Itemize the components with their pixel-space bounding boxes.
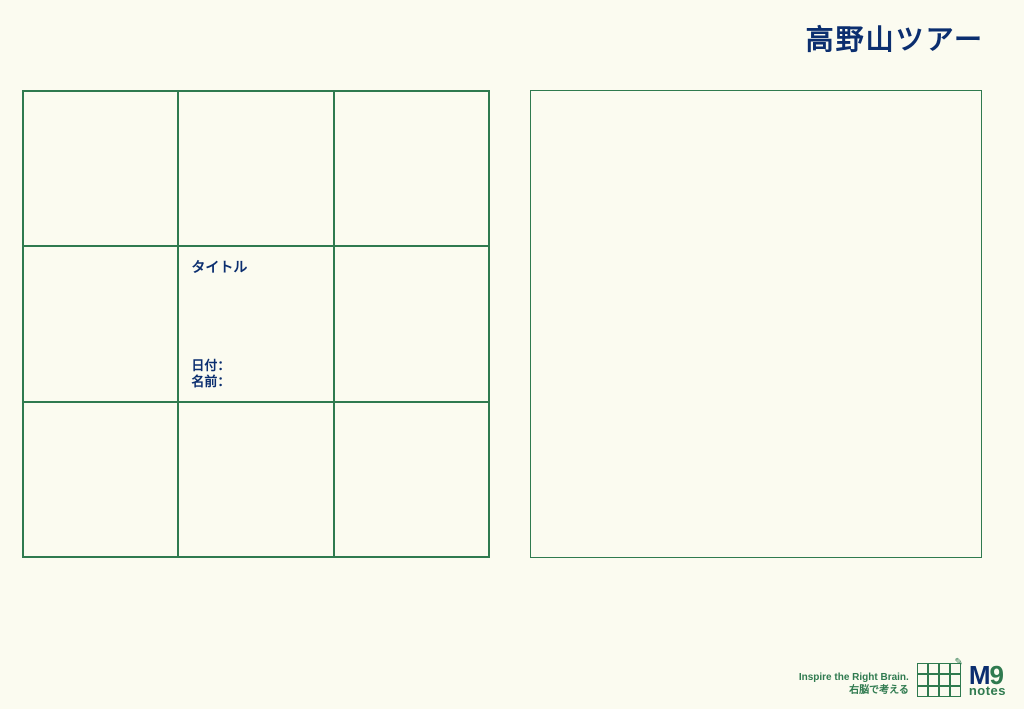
grid-cell	[23, 402, 178, 557]
grid-cell	[334, 91, 489, 246]
tagline-en: Inspire the Right Brain.	[799, 672, 909, 685]
tagline: Inspire the Right Brain. 右脳で考える	[799, 672, 909, 697]
grid-cell	[23, 91, 178, 246]
title-label: タイトル	[191, 257, 320, 277]
bird-icon: ✎	[954, 657, 962, 668]
grid-cell	[334, 402, 489, 557]
panels-row: タイトル 日付： 名前：	[22, 90, 982, 558]
grid-cell	[23, 246, 178, 401]
tagline-jp: 右脳で考える	[799, 685, 909, 698]
mandala-grid: タイトル 日付： 名前：	[22, 90, 490, 558]
logo-grid-icon: ✎	[917, 663, 961, 697]
logo-sub: notes	[969, 685, 1006, 697]
grid-center-cell: タイトル 日付： 名前：	[178, 246, 333, 401]
date-label: 日付：	[191, 358, 320, 374]
notes-panel	[530, 90, 982, 558]
grid-cell	[334, 246, 489, 401]
grid-cell	[178, 402, 333, 557]
logo-text: M9 notes	[969, 664, 1006, 697]
footer-logo: Inspire the Right Brain. 右脳で考える ✎ M9 not…	[799, 663, 1006, 697]
grid-cell	[178, 91, 333, 246]
page-title: 高野山ツアー	[806, 18, 984, 58]
name-label: 名前：	[191, 374, 320, 390]
